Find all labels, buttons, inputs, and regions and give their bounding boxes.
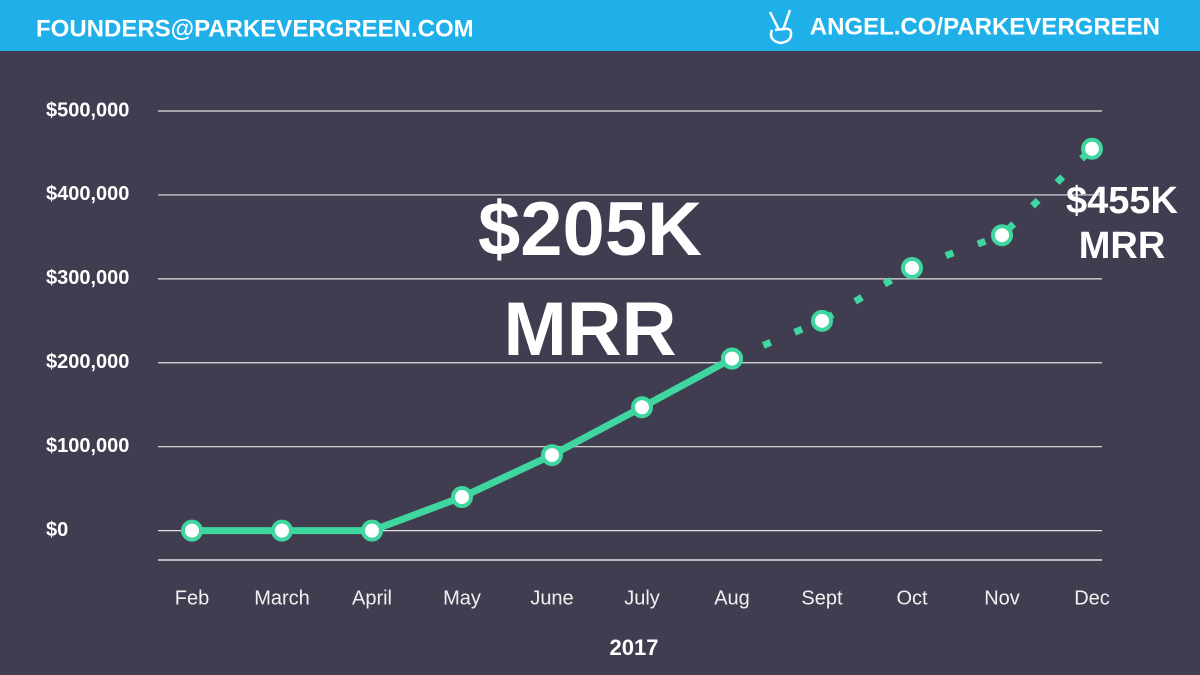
annotation: MRR [1079, 225, 1166, 267]
point [361, 519, 383, 542]
x-tick-label: Nov [984, 587, 1020, 609]
point [901, 256, 923, 279]
y-tick-label: $400,000 [46, 183, 129, 205]
y-tick-label: $100,000 [46, 435, 129, 457]
annotation: MRR [503, 287, 676, 372]
annotation: $205K [478, 187, 702, 272]
x-axis-label: 2017 [610, 635, 659, 660]
x-tick-label: May [443, 587, 481, 609]
point [1081, 137, 1103, 160]
x-tick-label: March [254, 587, 310, 609]
point [631, 396, 653, 419]
x-tick-label: Dec [1074, 587, 1110, 609]
point [991, 224, 1013, 247]
x-tick-label: July [624, 587, 660, 609]
point [271, 519, 293, 542]
y-tick-label: $0 [46, 519, 68, 541]
x-tick-label: April [352, 587, 392, 609]
y-tick-label: $200,000 [46, 351, 129, 373]
x-tick-label: Feb [175, 587, 209, 609]
point [451, 486, 473, 509]
header-email: FOUNDERS@PARKEVERGREEN.COM [36, 15, 474, 42]
header-bar [0, 0, 1200, 51]
annotation: $455K [1066, 180, 1179, 222]
point [181, 519, 203, 542]
point [811, 309, 833, 332]
peace-icon [768, 9, 793, 45]
x-tick-label: June [530, 587, 573, 609]
y-tick-label: $300,000 [46, 267, 129, 289]
header-link: ANGEL.CO/PARKEVERGREEN [810, 13, 1160, 40]
x-tick-label: Oct [896, 587, 928, 609]
x-tick-label: Sept [801, 587, 843, 609]
point [721, 347, 743, 370]
x-tick-label: Aug [714, 587, 750, 609]
point [541, 444, 563, 467]
y-tick-label: $500,000 [46, 99, 129, 121]
